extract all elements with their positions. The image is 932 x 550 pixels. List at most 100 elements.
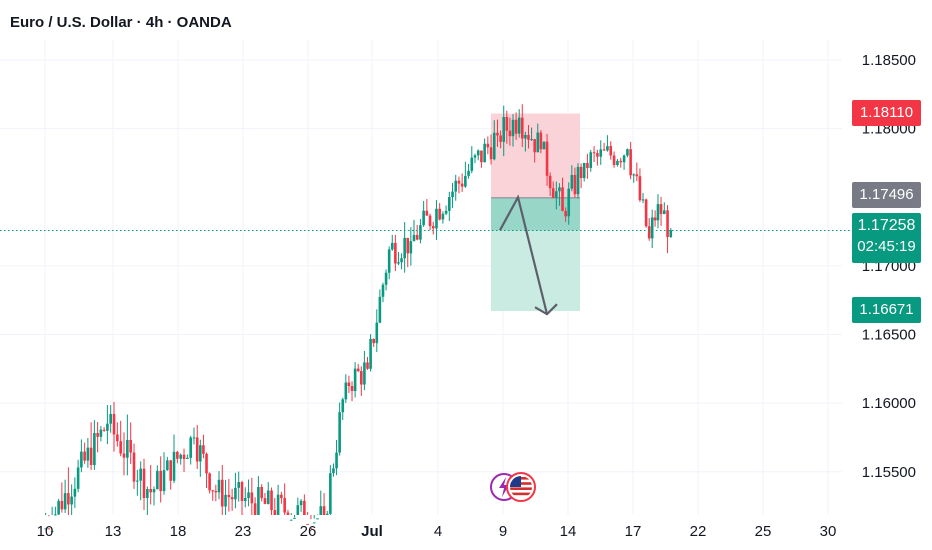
candle-body	[573, 174, 577, 195]
candle-body	[622, 155, 626, 163]
candle-body	[428, 215, 432, 227]
date-tick: 30	[820, 523, 837, 540]
candle-body	[499, 135, 502, 142]
candle-body	[435, 208, 438, 229]
candle-body	[96, 433, 99, 437]
candle-body	[319, 506, 323, 515]
candle-body	[132, 452, 136, 482]
candle-body	[129, 439, 132, 453]
candle-body	[89, 447, 93, 466]
candle-body	[508, 130, 512, 137]
candle-body	[126, 439, 129, 458]
candle-body	[263, 498, 267, 504]
candle-body	[609, 146, 613, 156]
candle-body	[511, 119, 515, 137]
candle-body	[283, 498, 286, 513]
candle-body	[260, 486, 263, 499]
candle-body	[360, 371, 363, 385]
symbol-title[interactable]: Euro / U.S. Dollar · 4h · OANDA	[10, 14, 232, 31]
candle-body	[247, 492, 250, 499]
price-tick: 1.16500	[862, 327, 916, 344]
candle-body	[44, 528, 47, 530]
candle-body	[400, 258, 403, 263]
time-axis[interactable]: 10 13 18 23 26 Jul 4 9 14 17 22 25 30	[37, 523, 837, 540]
candle-body	[561, 187, 564, 211]
date-tick: Jul	[361, 523, 383, 540]
candle-body	[579, 166, 583, 179]
candle-body	[152, 489, 156, 493]
candle-body	[451, 191, 454, 198]
candle-body	[564, 210, 567, 217]
candle-body	[619, 160, 623, 163]
candle-body	[570, 174, 574, 189]
candle-body	[467, 170, 470, 176]
candle-body	[356, 368, 360, 372]
candle-body	[149, 488, 152, 493]
candle-body	[496, 132, 499, 136]
candle-body	[99, 429, 103, 437]
price-tick: 1.15500	[862, 464, 916, 481]
candle-body	[363, 362, 366, 385]
candle-body	[390, 242, 394, 250]
candle-body	[558, 187, 561, 192]
candle-body	[644, 199, 648, 227]
candle-body	[93, 433, 96, 466]
candle-body	[60, 500, 64, 510]
candle-body	[199, 445, 202, 462]
candle-body	[109, 413, 112, 424]
candle-body	[409, 241, 413, 254]
candle-body	[270, 490, 273, 511]
candle-body	[176, 451, 179, 459]
candle-body	[347, 382, 351, 386]
candle-body	[470, 157, 474, 171]
price-axis[interactable]: 1.18500 1.18000 1.17000 1.16500 1.16000 …	[862, 52, 916, 481]
candle-body	[441, 213, 445, 220]
candle-body	[57, 500, 60, 515]
candle-body	[47, 528, 51, 530]
candle-body	[350, 385, 354, 392]
candle-body	[635, 174, 639, 177]
candle-body	[332, 468, 335, 474]
candle-body	[253, 503, 257, 515]
candle-body	[211, 490, 215, 492]
candle-body	[142, 468, 146, 499]
candle-body	[502, 117, 506, 142]
candle-body	[489, 147, 493, 160]
stop-price-tag: 1.18110	[852, 100, 921, 126]
candle-body	[375, 322, 379, 344]
candle-body	[220, 479, 224, 507]
us-flag-icon[interactable]	[506, 472, 536, 502]
candle-body	[567, 188, 571, 217]
candle-body	[589, 152, 593, 168]
candle-body	[545, 141, 549, 176]
candle-body	[322, 506, 326, 515]
candle-body	[394, 242, 397, 264]
economic-events-icons[interactable]	[490, 471, 538, 503]
candle-body	[576, 166, 580, 195]
candle-body	[179, 454, 182, 459]
candle-body	[524, 134, 527, 139]
candle-body	[641, 199, 645, 201]
candle-body	[548, 175, 552, 189]
candle-body	[202, 445, 205, 454]
projection-arrow[interactable]	[499, 194, 558, 316]
candle-body	[586, 162, 589, 168]
target-price-tag: 1.16671	[852, 297, 921, 323]
candle-body	[112, 413, 116, 435]
candle-body	[195, 437, 199, 462]
date-tick: 9	[499, 523, 507, 540]
date-tick: 25	[755, 523, 772, 540]
candle-body	[83, 451, 86, 461]
candle-body	[329, 473, 332, 514]
candle-body	[76, 467, 80, 489]
candle-body	[106, 423, 109, 431]
candle-body	[599, 149, 603, 157]
candle-body	[217, 479, 221, 493]
candle-body	[63, 493, 67, 510]
entry-price-tag: 1.17496	[852, 182, 921, 208]
candle-body	[415, 234, 419, 240]
candle-body	[666, 210, 669, 237]
candle-body	[139, 468, 142, 481]
date-tick: 10	[37, 523, 54, 540]
